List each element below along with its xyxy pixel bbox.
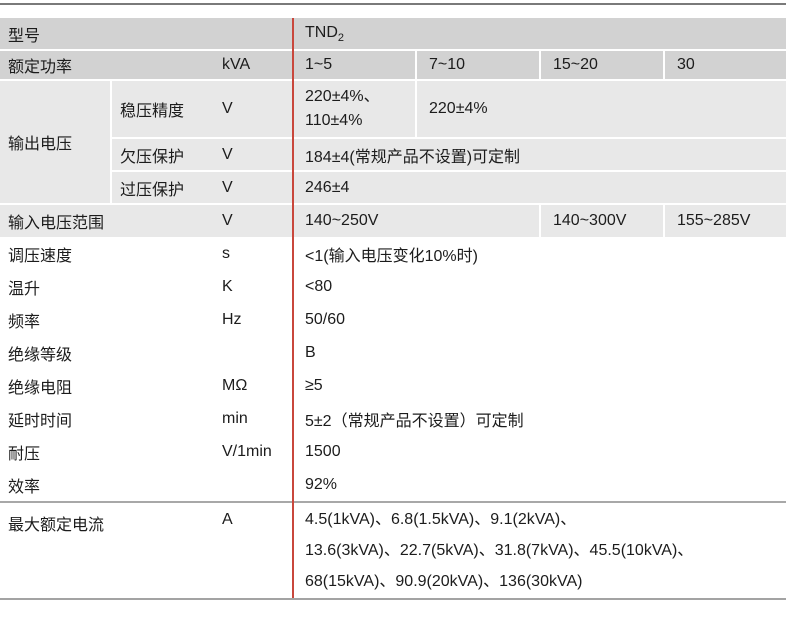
frequency-value: 50/60 [305, 310, 346, 328]
insulation-class-label: 绝缘等级 [8, 346, 73, 364]
red-divider-line [292, 18, 294, 598]
table-row-insulation-class: 绝缘等级 B [0, 336, 786, 369]
under-label: 欠压保护 [120, 148, 185, 166]
delay-time-unit: min [222, 409, 248, 427]
max-current-line-2: 13.6(3kVA)、22.7(5kVA)、31.8(7kVA)、45.5(10… [305, 542, 694, 559]
under-unit: V [222, 145, 233, 163]
insulation-resistance-label: 绝缘电阻 [8, 379, 73, 397]
max-current-line-3: 68(15kVA)、90.9(20kVA)、136(30kVA) [305, 573, 583, 590]
table-row-max-current: 最大额定电流 A 4.5(1kVA)、6.8(1.5kVA)、9.1(2kVA)… [0, 503, 786, 598]
model-value: TND2 [305, 23, 345, 44]
rated-power-label: 额定功率 [8, 59, 73, 76]
rated-power-label-cell: 额定功率 kVA [0, 51, 293, 79]
bottom-border-line [0, 598, 786, 600]
model-subscript: 2 [337, 31, 345, 44]
under-label-cell: 欠压保护 V [112, 139, 293, 170]
stab-value-col1: 220±4%、 110±4% [293, 81, 415, 137]
insulation-resistance-unit: MΩ [222, 376, 248, 394]
rated-power-value-1: 1~5 [293, 51, 415, 79]
delay-time-value: 5±2（常规产品不设置）可定制 [305, 412, 524, 430]
efficiency-label: 效率 [8, 478, 41, 496]
over-label: 过压保护 [120, 181, 185, 199]
input-range-label: 输入电压范围 [8, 215, 105, 232]
stab-unit: V [222, 100, 233, 117]
separator-line [0, 501, 786, 503]
frequency-unit: Hz [222, 310, 242, 328]
frequency-label: 频率 [8, 313, 41, 331]
stab-label-cell: 稳压精度 V [112, 81, 293, 137]
top-border-line [0, 3, 786, 5]
stab-label: 稳压精度 [120, 103, 185, 120]
output-voltage-group: 输出电压 稳压精度 V 220±4%、 110±4% 220±4% [0, 81, 786, 203]
max-current-label: 最大额定电流 [8, 517, 105, 534]
max-current-value: 4.5(1kVA)、6.8(1.5kVA)、9.1(2kVA)、 13.6(3k… [305, 504, 693, 597]
max-current-unit: A [222, 511, 233, 528]
under-value: 184±4(常规产品不设置)可定制 [293, 139, 786, 170]
regulation-speed-unit: s [222, 244, 230, 262]
model-label-cell: 型号 [0, 18, 293, 49]
table-row-undervoltage: 欠压保护 V 184±4(常规产品不设置)可定制 [112, 139, 786, 170]
output-voltage-group-label: 输出电压 [8, 136, 73, 153]
table-row-efficiency: 效率 92% [0, 468, 786, 501]
rated-power-unit: kVA [222, 56, 251, 73]
insulation-class-value: B [305, 343, 316, 361]
temp-rise-unit: K [222, 277, 233, 295]
efficiency-value: 92% [305, 475, 338, 493]
over-value: 246±4 [293, 172, 786, 203]
over-label-cell: 过压保护 V [112, 172, 293, 203]
rated-power-value-3: 15~20 [541, 51, 663, 79]
input-range-value-2: 140~300V [541, 205, 663, 237]
input-range-value-3: 155~285V [665, 205, 786, 237]
table-row-model: 型号 TND2 [0, 18, 786, 49]
regulation-speed-label: 调压速度 [8, 247, 73, 265]
insulation-resistance-value: ≥5 [305, 376, 323, 394]
over-unit: V [222, 178, 233, 196]
rated-power-value-2: 7~10 [417, 51, 539, 79]
model-value-cell: TND2 [293, 18, 786, 49]
input-range-unit: V [222, 212, 233, 229]
withstand-voltage-unit: V/1min [222, 442, 272, 460]
spec-table: 型号 TND2 额定功率 kVA 1~5 7~10 15~20 30 [0, 18, 786, 600]
delay-time-label: 延时时间 [8, 412, 73, 430]
table-row-stabilize-precision: 稳压精度 V 220±4%、 110±4% 220±4% [112, 81, 786, 137]
table-row-regulation-speed: 调压速度 s <1(输入电压变化10%时) [0, 237, 786, 270]
temp-rise-label: 温升 [8, 280, 41, 298]
table-row-overvoltage: 过压保护 V 246±4 [112, 172, 786, 203]
regulation-speed-value: <1(输入电压变化10%时) [305, 247, 478, 265]
withstand-voltage-label: 耐压 [8, 445, 41, 463]
max-current-line-1: 4.5(1kVA)、6.8(1.5kVA)、9.1(2kVA)、 [305, 511, 577, 528]
rated-power-value-4: 30 [665, 51, 786, 79]
withstand-voltage-value: 1500 [305, 442, 341, 460]
table-row-delay-time: 延时时间 min 5±2（常规产品不设置）可定制 [0, 402, 786, 435]
table-row-frequency: 频率 Hz 50/60 [0, 303, 786, 336]
table-row-input-range: 输入电压范围 V 140~250V 140~300V 155~285V [0, 205, 786, 237]
temp-rise-value: <80 [305, 277, 333, 295]
table-row-insulation-resistance: 绝缘电阻 MΩ ≥5 [0, 369, 786, 402]
stab-value-rest: 220±4% [417, 81, 786, 137]
input-range-value-1: 140~250V [293, 205, 539, 237]
table-row-withstand-voltage: 耐压 V/1min 1500 [0, 435, 786, 468]
model-label: 型号 [8, 27, 41, 45]
input-range-label-cell: 输入电压范围 V [0, 205, 293, 237]
table-row-rated-power: 额定功率 kVA 1~5 7~10 15~20 30 [0, 51, 786, 79]
table-row-temp-rise: 温升 K <80 [0, 270, 786, 303]
output-voltage-group-label-cell: 输出电压 [0, 81, 110, 203]
